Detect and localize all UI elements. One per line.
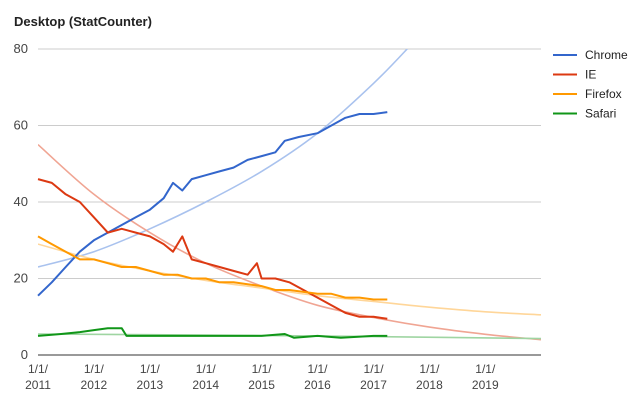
y-tick-label: 80 — [14, 41, 28, 56]
legend-label-chrome: Chrome — [585, 48, 628, 62]
chart-title: Desktop (StatCounter) — [14, 14, 152, 29]
y-tick-label: 20 — [14, 271, 28, 286]
x-tick-label: 1/1/2015 — [248, 362, 275, 392]
x-tick-label: 1/1/2014 — [192, 362, 219, 392]
series-line-firefox — [37, 235, 388, 301]
legend-label-firefox: Firefox — [585, 87, 622, 101]
y-tick-label: 0 — [21, 347, 28, 362]
x-tick-label: 1/1/2013 — [137, 362, 164, 392]
x-tick-label: 1/1/2018 — [416, 362, 443, 392]
x-tick-label: 1/1/2016 — [304, 362, 331, 392]
series-lines — [37, 111, 388, 339]
series-line-ie — [37, 178, 388, 320]
y-tick-label: 40 — [14, 194, 28, 209]
series-line-safari — [37, 327, 388, 339]
trendline-firefox — [38, 243, 541, 316]
trendline-ie — [38, 144, 541, 341]
legend-label-ie: IE — [585, 68, 596, 82]
trendline-chrome — [38, 49, 409, 268]
y-tick-label: 60 — [14, 118, 28, 133]
gridlines — [38, 48, 541, 356]
x-tick-label: 1/1/2017 — [360, 362, 387, 392]
x-tick-label: 1/1/2019 — [472, 362, 499, 392]
trend-lines — [38, 49, 541, 341]
x-tick-label: 1/1/2011 — [25, 362, 51, 392]
axes: 0 20 40 60 80 1/1/2011 1/1/2012 1/1/2013 1/1/201… — [14, 41, 499, 392]
legend-label-safari: Safari — [585, 107, 616, 121]
series-line-chrome — [37, 111, 388, 297]
legend: Chrome IE Firefox Safari — [553, 48, 628, 121]
x-tick-label: 1/1/2012 — [81, 362, 108, 392]
